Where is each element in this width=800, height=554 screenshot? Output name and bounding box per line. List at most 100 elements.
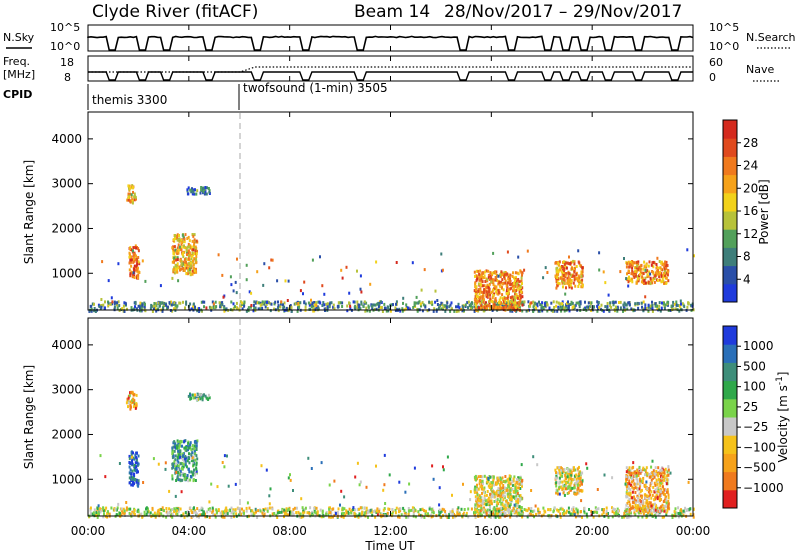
power-cell	[496, 307, 499, 311]
power-cell	[560, 270, 563, 274]
velocity-cell	[516, 509, 519, 513]
velocity-cell	[480, 495, 483, 499]
velocity-cell	[300, 497, 303, 501]
power-cell	[556, 283, 559, 287]
power-cell	[499, 275, 502, 279]
cpid-program-twofsound: twofsound (1-min) 3505	[243, 81, 388, 95]
power-cell	[180, 248, 183, 252]
power-cell	[563, 267, 566, 271]
velocity-cell	[413, 466, 416, 470]
power-cell	[555, 304, 558, 308]
power-cell	[514, 284, 517, 288]
velocity-cell	[195, 454, 198, 458]
velocity-cell	[173, 440, 176, 444]
power-cell	[497, 289, 500, 293]
power-cell	[607, 293, 610, 297]
velocity-cell	[663, 509, 666, 513]
power-cell	[512, 286, 515, 290]
velocity-cell	[142, 481, 145, 484]
power-cell	[200, 186, 203, 189]
power-cell	[195, 270, 198, 274]
power-cell	[241, 307, 244, 311]
velocity-cell	[659, 498, 662, 501]
power-cell	[311, 301, 314, 305]
velocity-cell	[291, 513, 294, 517]
power-cell	[544, 304, 547, 307]
velocity-cell	[510, 510, 513, 514]
power-cell	[539, 303, 542, 307]
velocity-cell	[575, 507, 578, 511]
power-cell	[173, 245, 176, 249]
velocity-cell	[656, 486, 659, 490]
velocity-cell	[574, 515, 577, 519]
velocity-cell	[561, 480, 564, 484]
velocity-cell	[478, 512, 481, 516]
power-cell	[521, 271, 524, 275]
velocity-cell	[394, 511, 397, 515]
power-cell	[176, 262, 179, 266]
velocity-cell	[662, 500, 665, 503]
power-cell	[163, 302, 166, 305]
power-cell	[495, 305, 498, 309]
x-tick-label: 20:00	[575, 524, 610, 538]
velocity-cell	[661, 481, 664, 485]
power-cell	[436, 303, 439, 306]
velocity-cell	[179, 478, 182, 482]
power-cell	[548, 306, 551, 310]
velocity-cell	[644, 483, 647, 487]
power-cell	[687, 301, 690, 305]
velocity-cell	[631, 496, 634, 500]
velocity-cell	[558, 476, 561, 480]
power-cell	[490, 307, 493, 311]
power-cell	[137, 260, 140, 264]
colorbar-swatch	[723, 174, 737, 194]
power-cell	[511, 275, 514, 278]
power-cell	[191, 269, 194, 273]
power-cell	[587, 305, 589, 309]
power-cell	[566, 261, 569, 265]
power-cell	[174, 268, 177, 272]
velocity-cell	[478, 494, 481, 498]
power-cell	[493, 303, 496, 306]
velocity-cell	[614, 510, 617, 513]
velocity-cell	[306, 511, 309, 515]
velocity-cell	[242, 509, 245, 513]
power-cell	[625, 277, 628, 281]
power-cell	[477, 289, 480, 293]
power-cell	[590, 301, 593, 305]
velocity-cell	[475, 505, 478, 509]
power-cell	[277, 300, 279, 304]
power-cell	[233, 305, 236, 309]
power-cell	[520, 290, 523, 294]
velocity-cell	[193, 440, 196, 444]
power-cell	[629, 260, 632, 264]
power-cell	[173, 271, 176, 275]
velocity-cell	[509, 515, 512, 519]
velocity-cell	[567, 478, 570, 482]
velocity-cell	[646, 499, 649, 503]
power-cell	[568, 309, 571, 313]
velocity-cell	[481, 487, 484, 491]
velocity-cell	[190, 515, 193, 519]
power-cell	[122, 304, 125, 308]
power-cell	[259, 301, 262, 305]
power-cell	[229, 275, 232, 279]
power-cell	[513, 304, 516, 308]
colorbar-tick-label: 500	[743, 359, 766, 373]
power-cell	[360, 300, 363, 304]
velocity-cell	[128, 457, 131, 461]
velocity-cell	[453, 512, 455, 516]
velocity-cell	[171, 462, 174, 466]
power-cell	[495, 285, 498, 289]
velocity-cell	[594, 506, 597, 510]
velocity-cell	[566, 492, 569, 495]
velocity-cell	[499, 512, 501, 516]
velocity-cell	[628, 503, 631, 507]
velocity-cell	[262, 508, 265, 512]
velocity-cell	[495, 491, 497, 495]
velocity-cell	[627, 499, 630, 503]
colorbar-tick-label: 16	[743, 204, 758, 218]
velocity-cell	[356, 461, 359, 465]
power-cell	[189, 264, 192, 268]
